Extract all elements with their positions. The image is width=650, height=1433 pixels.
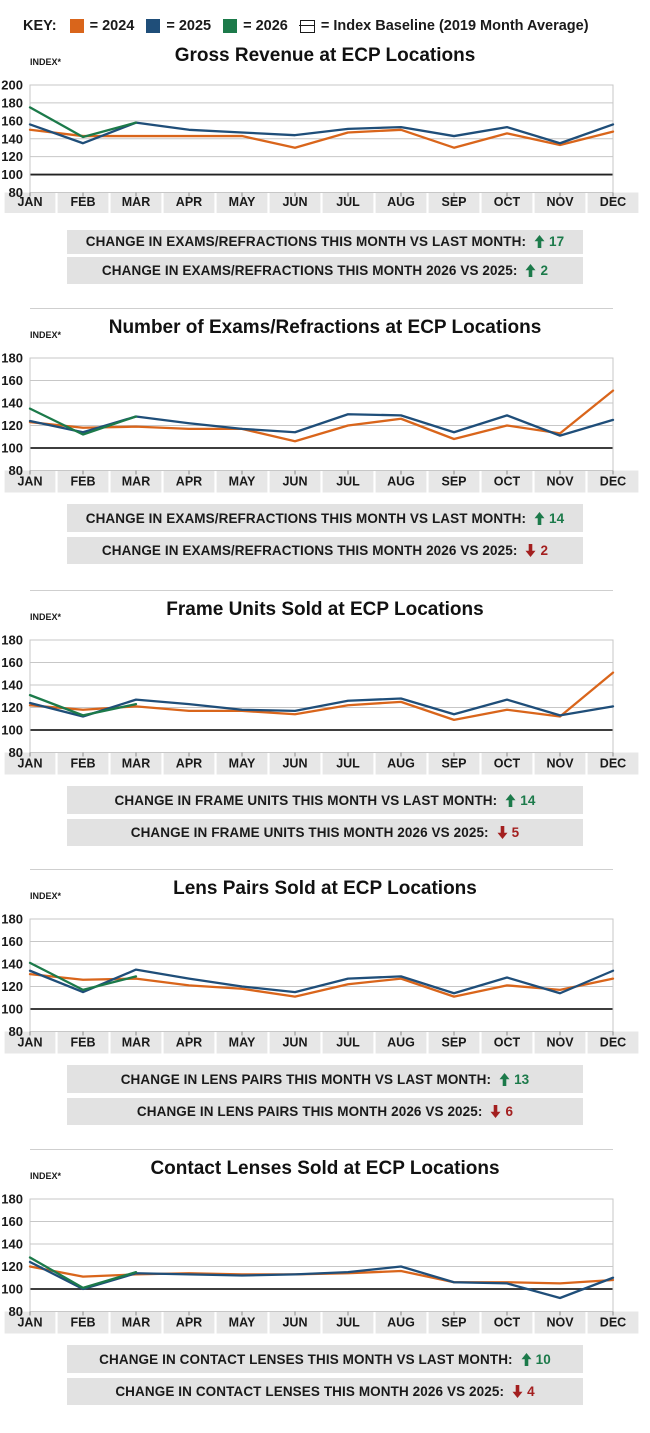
- svg-text:JAN: JAN: [17, 474, 42, 488]
- svg-text:140: 140: [1, 956, 23, 971]
- svg-text:140: 140: [1, 131, 23, 146]
- svg-text:JAN: JAN: [17, 1035, 42, 1049]
- svg-text:140: 140: [1, 1236, 23, 1251]
- svg-text:INDEX*: INDEX*: [30, 330, 62, 340]
- svg-text:MAY: MAY: [229, 195, 256, 209]
- svg-text:DEC: DEC: [600, 1315, 626, 1329]
- svg-text:JUL: JUL: [336, 195, 360, 209]
- svg-text:OCT: OCT: [494, 195, 521, 209]
- svg-text:160: 160: [1, 373, 23, 388]
- svg-text:FEB: FEB: [71, 1315, 96, 1329]
- svg-text:APR: APR: [176, 1315, 202, 1329]
- svg-text:180: 180: [1, 1191, 23, 1206]
- svg-text:MAR: MAR: [122, 474, 150, 488]
- svg-text:SEP: SEP: [441, 1035, 466, 1049]
- svg-text:100: 100: [1, 1281, 23, 1296]
- svg-text:OCT: OCT: [494, 1315, 521, 1329]
- svg-text:APR: APR: [176, 1035, 202, 1049]
- svg-text:120: 120: [1, 1259, 23, 1274]
- svg-text:JUN: JUN: [282, 474, 307, 488]
- svg-text:MAY: MAY: [229, 756, 256, 770]
- svg-text:100: 100: [1, 440, 23, 455]
- svg-text:DEC: DEC: [600, 195, 626, 209]
- svg-text:JAN: JAN: [17, 195, 42, 209]
- svg-text:160: 160: [1, 113, 23, 128]
- svg-text:NOV: NOV: [546, 474, 574, 488]
- svg-text:AUG: AUG: [387, 756, 415, 770]
- svg-text:APR: APR: [176, 195, 202, 209]
- svg-text:NOV: NOV: [546, 756, 574, 770]
- svg-text:100: 100: [1, 1001, 23, 1016]
- svg-text:AUG: AUG: [387, 1035, 415, 1049]
- svg-text:APR: APR: [176, 474, 202, 488]
- svg-text:INDEX*: INDEX*: [30, 57, 62, 67]
- svg-text:MAY: MAY: [229, 1035, 256, 1049]
- svg-text:160: 160: [1, 934, 23, 949]
- svg-text:FEB: FEB: [71, 195, 96, 209]
- svg-text:NOV: NOV: [546, 1315, 574, 1329]
- svg-text:120: 120: [1, 979, 23, 994]
- svg-text:JUN: JUN: [282, 1315, 307, 1329]
- svg-text:MAY: MAY: [229, 1315, 256, 1329]
- svg-text:DEC: DEC: [600, 756, 626, 770]
- svg-text:JUN: JUN: [282, 756, 307, 770]
- svg-text:140: 140: [1, 677, 23, 692]
- svg-text:JUL: JUL: [336, 1035, 360, 1049]
- svg-text:MAR: MAR: [122, 756, 150, 770]
- svg-text:JUN: JUN: [282, 1035, 307, 1049]
- svg-text:JAN: JAN: [17, 1315, 42, 1329]
- svg-text:SEP: SEP: [441, 474, 466, 488]
- svg-text:120: 120: [1, 700, 23, 715]
- svg-text:INDEX*: INDEX*: [30, 612, 62, 622]
- svg-text:JAN: JAN: [17, 756, 42, 770]
- svg-text:FEB: FEB: [71, 756, 96, 770]
- svg-text:INDEX*: INDEX*: [30, 1171, 62, 1181]
- svg-text:FEB: FEB: [71, 474, 96, 488]
- svg-text:200: 200: [1, 78, 23, 93]
- svg-text:AUG: AUG: [387, 474, 415, 488]
- svg-text:INDEX*: INDEX*: [30, 891, 62, 901]
- svg-text:DEC: DEC: [600, 1035, 626, 1049]
- svg-text:FEB: FEB: [71, 1035, 96, 1049]
- svg-text:APR: APR: [176, 756, 202, 770]
- svg-text:SEP: SEP: [441, 195, 466, 209]
- svg-text:180: 180: [1, 911, 23, 926]
- svg-text:AUG: AUG: [387, 1315, 415, 1329]
- svg-text:160: 160: [1, 655, 23, 670]
- svg-text:DEC: DEC: [600, 474, 626, 488]
- svg-text:180: 180: [1, 95, 23, 110]
- svg-text:100: 100: [1, 722, 23, 737]
- svg-text:OCT: OCT: [494, 756, 521, 770]
- svg-text:MAR: MAR: [122, 1035, 150, 1049]
- svg-text:SEP: SEP: [441, 1315, 466, 1329]
- svg-text:JUN: JUN: [282, 195, 307, 209]
- svg-text:JUL: JUL: [336, 1315, 360, 1329]
- svg-text:AUG: AUG: [387, 195, 415, 209]
- svg-text:120: 120: [1, 418, 23, 433]
- svg-text:OCT: OCT: [494, 1035, 521, 1049]
- svg-text:SEP: SEP: [441, 756, 466, 770]
- svg-text:JUL: JUL: [336, 756, 360, 770]
- svg-text:JUL: JUL: [336, 474, 360, 488]
- svg-text:OCT: OCT: [494, 474, 521, 488]
- svg-text:MAR: MAR: [122, 1315, 150, 1329]
- svg-text:120: 120: [1, 149, 23, 164]
- svg-text:140: 140: [1, 395, 23, 410]
- svg-text:180: 180: [1, 350, 23, 365]
- svg-text:NOV: NOV: [546, 195, 574, 209]
- svg-text:100: 100: [1, 167, 23, 182]
- svg-text:NOV: NOV: [546, 1035, 574, 1049]
- svg-text:180: 180: [1, 632, 23, 647]
- svg-text:160: 160: [1, 1214, 23, 1229]
- svg-text:MAY: MAY: [229, 474, 256, 488]
- svg-text:MAR: MAR: [122, 195, 150, 209]
